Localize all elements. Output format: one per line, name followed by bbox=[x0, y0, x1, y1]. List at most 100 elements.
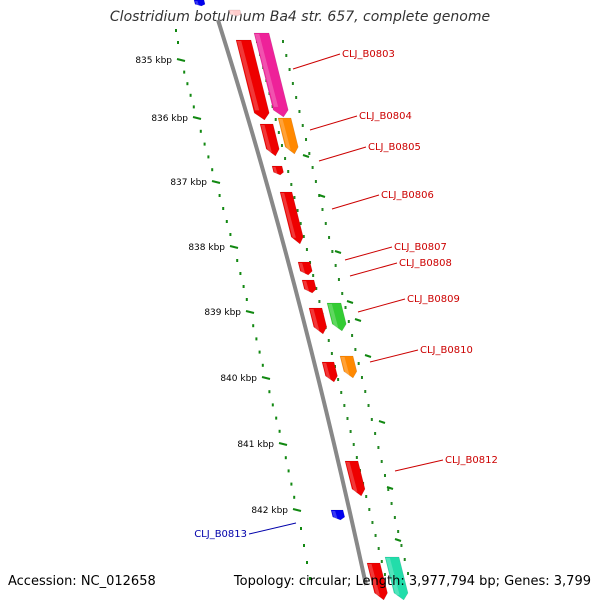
gene-feature-outer-orange-1[interactable] bbox=[277, 117, 299, 155]
gene-feature-shade bbox=[261, 125, 272, 153]
gene-leader-line bbox=[344, 246, 393, 261]
gene-label[interactable]: CLJ_B0813 bbox=[194, 529, 247, 540]
gene-feature-inner-red-3[interactable] bbox=[271, 165, 284, 176]
scale-minor-tick bbox=[306, 561, 308, 564]
track-dot bbox=[277, 131, 280, 134]
track-dot bbox=[380, 460, 383, 463]
gene-label[interactable]: CLJ_B0810 bbox=[420, 345, 473, 356]
scale-minor-tick bbox=[287, 469, 290, 473]
gene-leader-line bbox=[248, 522, 297, 535]
scale-minor-tick bbox=[218, 194, 221, 197]
gene-label[interactable]: CLJ_B0805 bbox=[368, 142, 421, 153]
track-dot bbox=[374, 432, 377, 435]
gene-feature-left-blue-1[interactable] bbox=[330, 509, 346, 521]
gene-label[interactable]: CLJ_B0808 bbox=[399, 258, 452, 269]
track-dot bbox=[321, 208, 324, 211]
track-dot bbox=[383, 573, 386, 576]
track-dot bbox=[403, 558, 406, 561]
gene-label[interactable]: CLJ_B0803 bbox=[342, 49, 395, 60]
scale-minor-tick bbox=[258, 350, 261, 354]
genome-backbone bbox=[216, 19, 368, 586]
scale-minor-tick bbox=[303, 544, 305, 547]
gene-feature-shade bbox=[386, 558, 400, 595]
track-dot bbox=[280, 144, 283, 147]
scale-minor-tick bbox=[290, 482, 293, 486]
gene-leader-line bbox=[394, 459, 444, 472]
gene-feature-outer-magenta-1[interactable] bbox=[253, 32, 289, 118]
track-dot bbox=[346, 417, 349, 420]
track-dot bbox=[347, 320, 350, 323]
track-dot bbox=[337, 278, 340, 281]
gene-feature-inner-red-2[interactable] bbox=[259, 123, 280, 157]
track-dot bbox=[377, 446, 380, 449]
accession-text: Accession: NC_012658 bbox=[8, 574, 156, 589]
track-dot bbox=[371, 521, 374, 524]
track-tick bbox=[394, 538, 402, 542]
gene-feature-outer-red-1[interactable] bbox=[344, 460, 366, 497]
scale-minor-tick bbox=[183, 70, 186, 74]
track-tick bbox=[334, 250, 342, 254]
gene-label[interactable]: CLJ_B0804 bbox=[359, 111, 412, 122]
scale-minor-tick bbox=[236, 259, 239, 262]
gene-labels: CLJ_B0803 CLJ_B0804 CLJ_B0805 CLJ_B0806 CLJ_… bbox=[194, 49, 498, 540]
gene-feature-shade bbox=[299, 263, 306, 274]
scale-minor-tick bbox=[186, 82, 189, 86]
gene-feature-inner-red-1[interactable] bbox=[235, 39, 270, 121]
gene-feature-top-pink-1[interactable] bbox=[228, 9, 242, 17]
scale-minor-tick bbox=[275, 416, 278, 420]
scale-major-tick bbox=[211, 180, 221, 184]
gene-feature-shade bbox=[328, 304, 339, 328]
scale-minor-tick bbox=[211, 168, 214, 172]
scale-label: 839 kbp bbox=[204, 308, 241, 318]
gene-label[interactable]: CLJ_B0809 bbox=[407, 294, 460, 305]
track-dot bbox=[314, 180, 317, 183]
gene-feature-outer-orange-2[interactable] bbox=[339, 355, 358, 379]
gene-feature-shade bbox=[368, 564, 380, 596]
scale-minor-tick bbox=[203, 142, 206, 146]
track-tick bbox=[386, 486, 394, 490]
track-dot bbox=[301, 124, 304, 127]
gene-feature-shade bbox=[281, 193, 296, 238]
gene-label[interactable]: CLJ_B0806 bbox=[381, 190, 434, 201]
gene-feature-outer-green-1[interactable] bbox=[326, 302, 347, 332]
track-dot bbox=[341, 292, 344, 295]
gene-feature-inner-red-6[interactable] bbox=[301, 279, 317, 294]
track-dot bbox=[343, 404, 346, 407]
track-dot bbox=[328, 236, 331, 239]
scale-label: 841 kbp bbox=[237, 440, 274, 450]
gene-feature-bottom-red-1[interactable] bbox=[366, 562, 388, 600]
track-dot bbox=[290, 183, 293, 186]
gene-feature-shade bbox=[237, 41, 260, 111]
track-tick bbox=[364, 354, 372, 358]
track-dot bbox=[282, 40, 284, 43]
gene-label[interactable]: CLJ_B0812 bbox=[445, 455, 498, 466]
track-dot bbox=[295, 96, 298, 99]
scale-label: 836 kbp bbox=[151, 114, 188, 124]
scale-major-tick bbox=[229, 245, 239, 249]
track-dot bbox=[305, 138, 308, 141]
track-dot bbox=[334, 264, 337, 267]
gene-feature-inner-red-5[interactable] bbox=[297, 261, 313, 276]
gene-leader-line bbox=[357, 298, 406, 313]
gene-feature-shade bbox=[279, 119, 291, 150]
track-tick bbox=[354, 318, 362, 322]
gene-feature-inner-red-4[interactable] bbox=[279, 191, 304, 245]
gene-feature-inner-red-7[interactable] bbox=[308, 307, 328, 335]
track-dot bbox=[393, 516, 396, 519]
gene-feature-top-blue-1[interactable] bbox=[193, 0, 206, 7]
genome-summary-text: Topology: circular; Length: 3,977,794 bp… bbox=[233, 574, 591, 589]
track-dot bbox=[287, 170, 290, 173]
gene-feature-bottom-teal-1[interactable] bbox=[384, 556, 409, 600]
gene-feature-shade bbox=[310, 309, 320, 331]
scale-minor-tick bbox=[261, 363, 264, 367]
scale-label: 838 kbp bbox=[188, 243, 225, 253]
gene-feature-inner-red-8[interactable] bbox=[321, 361, 338, 383]
track-dot bbox=[351, 334, 354, 337]
gene-leader-line bbox=[331, 194, 380, 210]
track-dot bbox=[291, 82, 294, 85]
track-dot bbox=[288, 68, 291, 71]
track-dot bbox=[324, 222, 327, 225]
gene-label[interactable]: CLJ_B0807 bbox=[394, 242, 447, 253]
scale-minor-tick bbox=[239, 272, 242, 275]
track-dot bbox=[397, 530, 400, 533]
